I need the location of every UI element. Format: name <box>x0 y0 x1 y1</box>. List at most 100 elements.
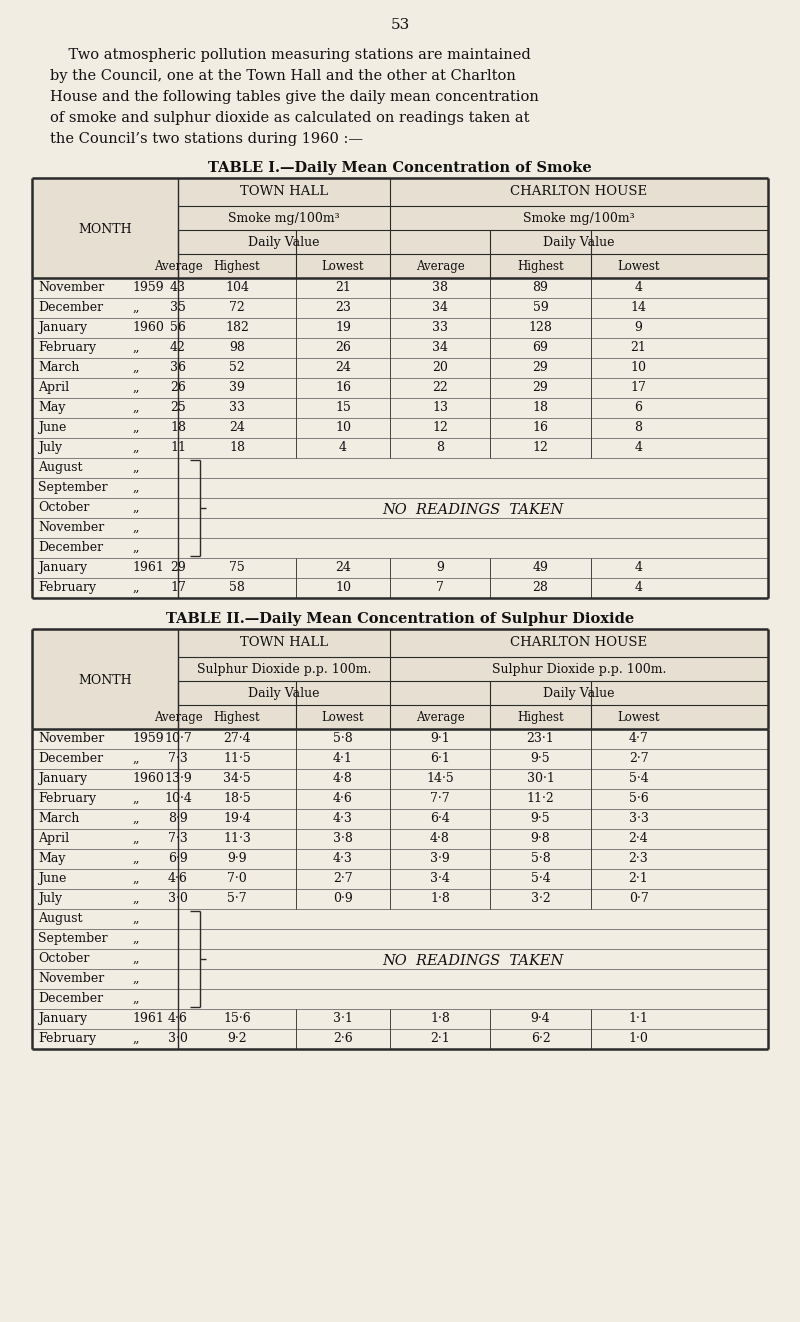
Text: 4·6: 4·6 <box>168 873 188 884</box>
Text: April: April <box>38 832 69 845</box>
Text: „: „ <box>132 541 138 554</box>
Text: NO  READINGS  TAKEN: NO READINGS TAKEN <box>382 954 564 968</box>
Text: 13·9: 13·9 <box>164 772 192 785</box>
Text: November: November <box>38 732 104 746</box>
Text: TOWN HALL: TOWN HALL <box>240 185 328 198</box>
Text: 7·3: 7·3 <box>168 752 188 765</box>
Bar <box>32 750 768 769</box>
Text: House and the following tables give the daily mean concentration: House and the following tables give the … <box>50 90 539 104</box>
Text: 2·7: 2·7 <box>629 752 648 765</box>
Text: 2·6: 2·6 <box>333 1032 353 1044</box>
Text: 4·1: 4·1 <box>333 752 353 765</box>
Text: Daily Value: Daily Value <box>248 687 320 701</box>
Text: 33: 33 <box>229 401 245 414</box>
Text: 39: 39 <box>229 381 245 394</box>
Text: 1959: 1959 <box>132 282 164 293</box>
Text: 1·8: 1·8 <box>430 892 450 906</box>
Text: 38: 38 <box>432 282 448 293</box>
Text: „: „ <box>132 752 138 765</box>
Text: Two atmospheric pollution measuring stations are maintained: Two atmospheric pollution measuring stat… <box>50 48 530 62</box>
Text: 20: 20 <box>432 361 448 374</box>
Text: 17: 17 <box>630 381 646 394</box>
Text: January: January <box>38 772 87 785</box>
Text: 34·5: 34·5 <box>223 772 251 785</box>
Text: 35: 35 <box>170 301 186 315</box>
Text: „: „ <box>132 481 138 494</box>
Text: 26: 26 <box>170 381 186 394</box>
Text: „: „ <box>132 851 138 865</box>
Text: Highest: Highest <box>517 260 564 274</box>
Text: 0·7: 0·7 <box>629 892 648 906</box>
Bar <box>32 949 768 969</box>
Bar <box>32 558 768 578</box>
Text: 21: 21 <box>630 341 646 354</box>
Text: 5·4: 5·4 <box>629 772 648 785</box>
Text: 4·6: 4·6 <box>333 792 353 805</box>
Text: „: „ <box>132 952 138 965</box>
Text: December: December <box>38 301 103 315</box>
Text: 75: 75 <box>229 561 245 574</box>
Text: 4·7: 4·7 <box>629 732 648 746</box>
Text: December: December <box>38 992 103 1005</box>
Bar <box>32 178 768 278</box>
Text: „: „ <box>132 420 138 434</box>
Text: 27·4: 27·4 <box>223 732 251 746</box>
Bar <box>32 929 768 949</box>
Text: 1960: 1960 <box>132 321 164 334</box>
Text: „: „ <box>132 501 138 514</box>
Bar <box>32 969 768 989</box>
Text: Average: Average <box>154 260 202 274</box>
Text: „: „ <box>132 381 138 394</box>
Text: 18: 18 <box>229 442 245 453</box>
Text: 15·6: 15·6 <box>223 1013 251 1025</box>
Text: „: „ <box>132 832 138 845</box>
Text: 10·4: 10·4 <box>164 792 192 805</box>
Text: 1960: 1960 <box>132 772 164 785</box>
Bar <box>32 278 768 297</box>
Text: 53: 53 <box>390 19 410 32</box>
Text: December: December <box>38 541 103 554</box>
Text: Daily Value: Daily Value <box>543 237 614 249</box>
Text: Average: Average <box>416 711 464 724</box>
Text: 21: 21 <box>335 282 351 293</box>
Text: June: June <box>38 420 66 434</box>
Text: 19: 19 <box>335 321 351 334</box>
Text: 14: 14 <box>630 301 646 315</box>
Text: „: „ <box>132 341 138 354</box>
Text: Lowest: Lowest <box>322 711 364 724</box>
Text: 11: 11 <box>170 442 186 453</box>
Text: 25: 25 <box>170 401 186 414</box>
Text: 98: 98 <box>229 341 245 354</box>
Text: TABLE II.—Daily Mean Concentration of Sulphur Dioxide: TABLE II.—Daily Mean Concentration of Su… <box>166 612 634 627</box>
Text: 9·8: 9·8 <box>530 832 550 845</box>
Text: 15: 15 <box>335 401 351 414</box>
Bar <box>32 829 768 849</box>
Text: Highest: Highest <box>214 711 260 724</box>
Text: 7·7: 7·7 <box>430 792 450 805</box>
Text: 29: 29 <box>170 561 186 574</box>
Text: 1·0: 1·0 <box>629 1032 649 1044</box>
Text: June: June <box>38 873 66 884</box>
Text: CHARLTON HOUSE: CHARLTON HOUSE <box>510 636 647 649</box>
Text: 2·4: 2·4 <box>629 832 648 845</box>
Text: January: January <box>38 1013 87 1025</box>
Text: Smoke mg/100m³: Smoke mg/100m³ <box>228 212 340 225</box>
Text: 23: 23 <box>335 301 351 315</box>
Text: 7·3: 7·3 <box>168 832 188 845</box>
Text: 24: 24 <box>229 420 245 434</box>
Text: 28: 28 <box>533 580 549 594</box>
Text: January: January <box>38 561 87 574</box>
Bar <box>32 538 768 558</box>
Text: 18: 18 <box>533 401 549 414</box>
Bar <box>32 869 768 888</box>
Text: 17: 17 <box>170 580 186 594</box>
Text: 9·5: 9·5 <box>530 752 550 765</box>
Text: October: October <box>38 952 90 965</box>
Bar <box>32 910 768 929</box>
Bar <box>32 769 768 789</box>
Text: „: „ <box>132 912 138 925</box>
Text: 11·3: 11·3 <box>223 832 251 845</box>
Text: „: „ <box>132 361 138 374</box>
Text: 2·1: 2·1 <box>629 873 648 884</box>
Text: March: March <box>38 361 79 374</box>
